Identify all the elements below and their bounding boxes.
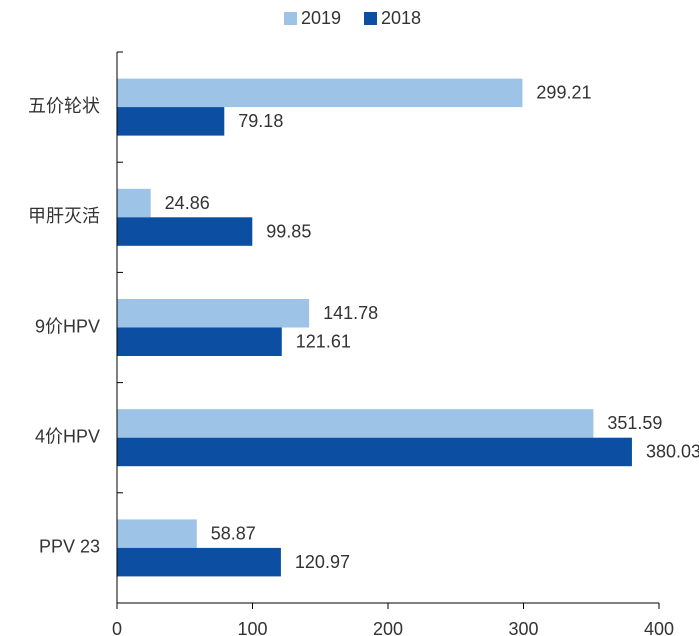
bar xyxy=(117,409,594,438)
legend-swatch xyxy=(364,12,377,25)
bar xyxy=(117,547,281,577)
x-tick-label: 0 xyxy=(112,619,122,636)
x-tick-label: 400 xyxy=(644,619,674,636)
data-label: 79.18 xyxy=(238,111,283,131)
x-tick-label: 300 xyxy=(508,619,538,636)
bar xyxy=(117,437,632,467)
bar xyxy=(117,217,253,246)
legend-swatch xyxy=(284,12,297,25)
bar xyxy=(117,107,225,136)
y-tick-label: PPV 23 xyxy=(39,537,100,557)
data-label: 141.78 xyxy=(323,303,378,323)
data-label: 380.03 xyxy=(646,442,699,462)
bar xyxy=(117,519,197,548)
legend-label: 2019 xyxy=(301,8,341,28)
data-label: 121.61 xyxy=(296,332,351,352)
bar xyxy=(117,327,282,356)
data-label: 351.59 xyxy=(607,413,662,433)
y-tick-label: 4价HPV xyxy=(35,426,100,446)
data-label: 120.97 xyxy=(295,552,350,572)
y-tick-label: 甲肝灭活 xyxy=(28,206,100,226)
bar xyxy=(117,78,523,108)
y-tick-label: 五价轮状 xyxy=(28,96,100,116)
bar xyxy=(117,188,151,218)
x-tick-label: 200 xyxy=(373,619,403,636)
data-label: 99.85 xyxy=(266,221,311,241)
legend-label: 2018 xyxy=(381,8,421,28)
x-tick-label: 100 xyxy=(237,619,267,636)
y-tick-label: 9价HPV xyxy=(35,316,100,336)
data-label: 299.21 xyxy=(536,83,591,103)
bar xyxy=(117,299,310,328)
data-label: 58.87 xyxy=(211,523,256,543)
data-label: 24.86 xyxy=(165,193,210,213)
